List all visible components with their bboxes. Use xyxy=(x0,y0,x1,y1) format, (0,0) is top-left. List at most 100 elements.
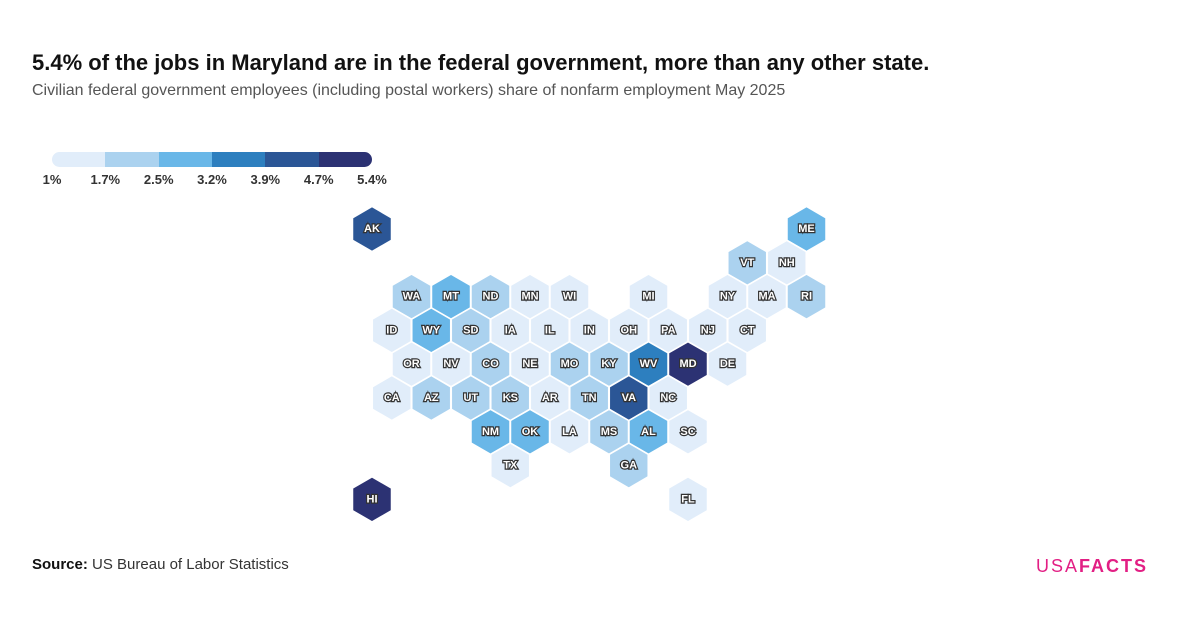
state-label: WV xyxy=(640,358,658,370)
legend-bin-3 xyxy=(158,152,212,167)
legend-tick-label: 1.7% xyxy=(90,172,121,187)
state-label: MN xyxy=(521,291,538,303)
state-tile-fl: FL xyxy=(667,476,709,523)
state-label: UT xyxy=(463,392,478,404)
state-label: NY xyxy=(720,291,736,303)
state-label: MA xyxy=(758,291,775,303)
legend-tick-label: 3.9% xyxy=(250,172,281,187)
state-label: SC xyxy=(680,426,695,438)
state-label: TX xyxy=(503,460,518,472)
logo-text-usa: USA xyxy=(1035,556,1079,576)
state-tile-mt: MT xyxy=(430,273,472,320)
state-label: OR xyxy=(403,358,420,370)
state-label: OK xyxy=(522,426,539,438)
source-text: US Bureau of Labor Statistics xyxy=(92,556,289,573)
state-tile-la: LA xyxy=(549,408,590,456)
state-label: NM xyxy=(482,426,499,438)
legend-color-bar xyxy=(52,152,372,167)
state-label: MS xyxy=(601,426,618,438)
state-tile-me: ME xyxy=(786,205,827,253)
state-label: VA xyxy=(622,392,637,404)
state-label: IA xyxy=(505,324,516,336)
legend-tick-label: 5.4% xyxy=(357,172,387,187)
legend-bin-4 xyxy=(211,152,266,167)
state-tile-wy: WY xyxy=(411,307,452,354)
state-label: CT xyxy=(740,324,755,336)
usafacts-logo: USAFACTS xyxy=(1036,556,1148,577)
state-label: MT xyxy=(443,291,459,303)
state-label: SD xyxy=(463,324,478,336)
color-legend: 1% 1.7% 2.5% 3.2% 3.9% 4.7% 5.4% xyxy=(30,150,410,190)
state-tile-az: AZ xyxy=(411,374,452,422)
state-label: AK xyxy=(364,223,380,235)
source-note: Source: US Bureau of Labor Statistics xyxy=(32,556,289,573)
state-label: OH xyxy=(621,324,638,336)
state-label: AL xyxy=(641,426,656,438)
legend-bin-6 xyxy=(318,152,372,167)
state-hex xyxy=(608,442,649,489)
state-label: MO xyxy=(561,358,579,370)
state-tile-ny: NY xyxy=(707,273,748,320)
state-label: NH xyxy=(779,257,795,269)
legend-bin-2 xyxy=(105,152,159,167)
state-tile-ri: RI xyxy=(786,273,827,320)
source-label: Source: xyxy=(32,556,88,573)
state-label: KS xyxy=(503,392,518,404)
state-tile-nj: NJ xyxy=(687,307,728,354)
state-tile-in: IN xyxy=(569,307,610,354)
state-label: DE xyxy=(720,358,735,370)
state-label: AR xyxy=(542,392,558,404)
state-label: CA xyxy=(384,392,400,404)
state-label: VT xyxy=(740,257,754,269)
state-label: NJ xyxy=(701,324,715,336)
state-hex xyxy=(667,408,709,456)
state-label: GA xyxy=(621,460,638,472)
state-tile-nc: NC xyxy=(648,374,689,422)
state-label: FL xyxy=(681,493,695,505)
state-label: ME xyxy=(798,223,815,235)
state-label: IL xyxy=(545,324,555,336)
state-tile-ak: AK xyxy=(351,205,393,253)
state-tile-ms: MS xyxy=(588,408,630,456)
state-tile-tx: TX xyxy=(490,442,531,489)
state-hex xyxy=(707,340,748,388)
state-tile-nm: NM xyxy=(470,408,511,456)
logo-text-facts: FACTS xyxy=(1078,556,1148,576)
state-tile-ca: CA xyxy=(371,374,412,422)
state-label: MI xyxy=(642,291,654,303)
state-label: AZ xyxy=(424,392,439,404)
state-label: PA xyxy=(661,324,676,336)
legend-tick-label: 4.7% xyxy=(303,172,334,187)
state-label: NE xyxy=(522,358,537,370)
state-tile-sc: SC xyxy=(667,408,709,456)
chart-title: 5.4% of the jobs in Maryland are in the … xyxy=(32,50,930,75)
state-label: WI xyxy=(563,291,576,303)
legend-bin-5 xyxy=(265,152,319,167)
state-label: LA xyxy=(562,426,577,438)
state-tile-vt: VT xyxy=(727,239,768,287)
state-hex xyxy=(667,476,709,523)
state-tile-de: DE xyxy=(707,340,748,388)
state-tile-ga: GA xyxy=(608,442,649,489)
state-label: ID xyxy=(386,324,397,336)
legend-bin-1 xyxy=(52,152,106,167)
state-label: RI xyxy=(801,291,812,303)
state-tile-id: ID xyxy=(371,307,412,354)
state-label: IN xyxy=(584,324,595,336)
state-label: NC xyxy=(660,392,676,404)
legend-tick-label: 2.5% xyxy=(143,172,174,187)
state-label: WY xyxy=(422,324,440,336)
state-tile-nh: NH xyxy=(766,239,807,287)
state-label: NV xyxy=(443,358,459,370)
state-tile-ma: MA xyxy=(746,273,788,320)
state-hex xyxy=(786,273,827,320)
state-hex xyxy=(351,205,393,253)
state-tile-ct: CT xyxy=(727,307,768,354)
chart-subtitle: Civilian federal government employees (i… xyxy=(32,82,786,99)
state-tile-hi: HI xyxy=(351,476,393,523)
legend-tick-label: 1% xyxy=(42,172,62,187)
state-label: MD xyxy=(679,358,696,370)
state-hex xyxy=(351,476,393,523)
state-label: WA xyxy=(403,291,421,303)
